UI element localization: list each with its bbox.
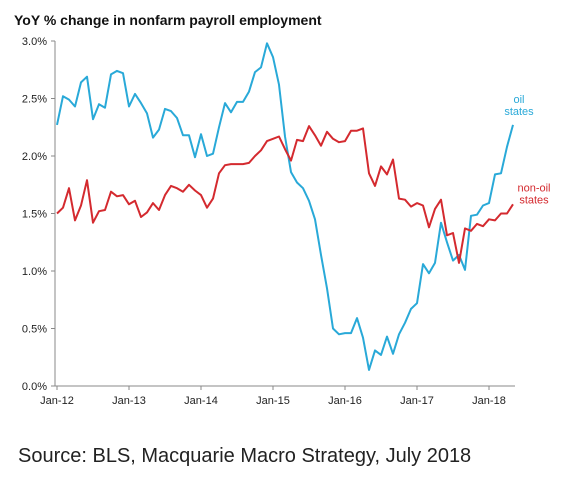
source-note: Source: BLS, Macquarie Macro Strategy, J… <box>18 445 472 467</box>
x-tick-label: Jan-14 <box>184 395 218 407</box>
x-tick-label: Jan-13 <box>112 395 146 407</box>
y-tick-label: 2.5% <box>22 94 47 106</box>
series-label-non-oil-states: non-oil states <box>517 182 550 206</box>
chart-title: YoY % change in nonfarm payroll employme… <box>14 12 322 28</box>
chart-svg: 0.0%0.5%1.0%1.5%2.0%2.5%3.0% Jan-12 Jan-1… <box>22 36 551 407</box>
x-tick-label: Jan-15 <box>256 395 290 407</box>
x-tick-label: Jan-16 <box>328 395 362 407</box>
y-axis-ticks: 0.0% 0.5% 1.0% 1.5% 2.0% 2.5% 3.0% <box>22 36 55 393</box>
y-tick-label: 1.5% <box>22 209 47 221</box>
series-labels: oil states non-oil states <box>504 94 550 206</box>
y-tick-label: 0.5% <box>22 324 47 336</box>
x-tick-label: Jan-18 <box>472 395 506 407</box>
y-tick-label: 1.0% <box>22 266 47 278</box>
y-tick-label: 0.0% <box>22 381 47 393</box>
series-lines <box>56 42 514 371</box>
y-tick-label: 3.0% <box>22 36 47 48</box>
series-line-non-oil-states <box>56 125 514 264</box>
series-line-oil-states <box>56 42 514 371</box>
series-label-oil-states: oil states <box>504 94 534 118</box>
x-tick-label: Jan-12 <box>40 395 74 407</box>
x-axis-ticks: Jan-12 Jan-13 Jan-14 Jan-15 Jan-16 Jan-17 Jan-… <box>40 386 506 407</box>
x-tick-label: Jan-17 <box>400 395 434 407</box>
y-tick-label: 2.0% <box>22 151 47 163</box>
